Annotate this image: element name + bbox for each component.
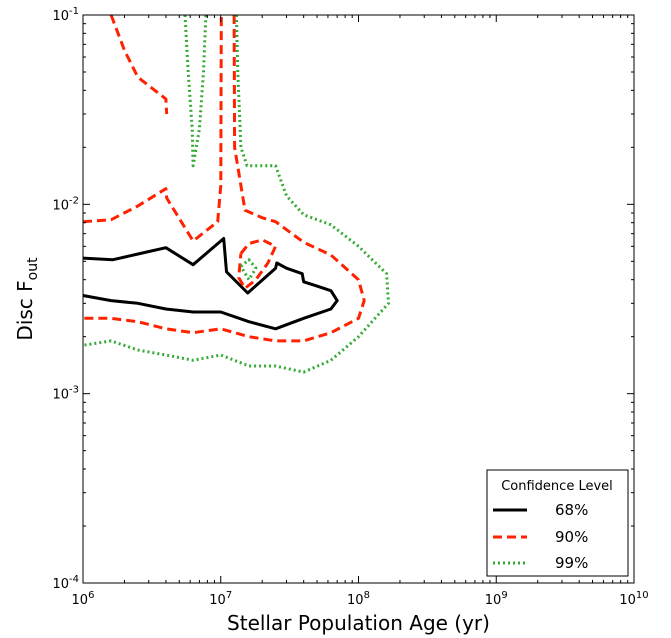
series-99-contour	[82, 14, 390, 374]
y-tick-label: 10-2	[52, 195, 79, 213]
y-axis-label-main: Disc F	[13, 280, 37, 340]
y-tick-label: 10-3	[52, 385, 79, 403]
series-68-contour	[82, 237, 339, 331]
legend-entry-90: 90%	[555, 528, 588, 546]
contour-68-path-0	[82, 237, 339, 331]
y-axis-label: Disc Fout	[13, 257, 41, 341]
y-tick-label: 10-4	[52, 574, 79, 592]
x-tick-label: 1010	[619, 590, 648, 608]
series-90-contour	[82, 14, 366, 343]
x-tick-label: 109	[485, 590, 508, 608]
x-tick-label: 108	[347, 590, 370, 608]
legend-title: Confidence Level	[501, 479, 613, 494]
contour-99-path-0	[183, 14, 208, 168]
contour-99-path-1	[82, 14, 390, 374]
contour-90-path-0	[82, 14, 223, 243]
y-axis-label-subscript: out	[25, 257, 41, 280]
x-axis-label: Stellar Population Age (yr)	[227, 611, 490, 635]
contour-90-path-2	[83, 14, 366, 343]
legend-entry-99: 99%	[555, 554, 588, 572]
legend: Confidence Level 68% 90% 99%	[486, 469, 629, 577]
contour-90-path-3	[237, 238, 278, 290]
y-tick-label: 10-1	[52, 6, 79, 24]
x-tick-label: 106	[72, 590, 95, 608]
legend-box	[486, 469, 629, 577]
contour-99-path-2	[239, 258, 258, 282]
ticks-layer: 106 107 108 109 1010 10-4 10-3 10-2 10-1	[52, 6, 648, 608]
series-layer	[82, 14, 390, 374]
legend-entry-68: 68%	[555, 501, 588, 519]
x-tick-label: 107	[209, 590, 232, 608]
